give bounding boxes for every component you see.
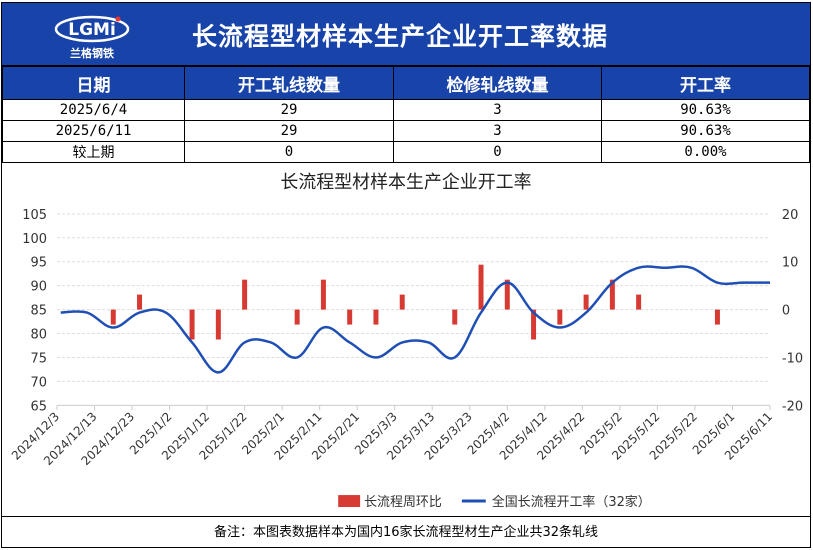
- bar: [504, 279, 510, 310]
- table-cell: 2025/6/11: [2, 120, 185, 142]
- table-cell: 29: [184, 120, 394, 142]
- bar: [242, 279, 248, 310]
- y-left-tick-label: 90: [31, 280, 47, 295]
- bar: [557, 309, 563, 325]
- bar: [189, 309, 195, 340]
- bar: [215, 309, 221, 340]
- column-header: 开工轧线数量: [184, 66, 394, 100]
- chart: 长流程型材样本生产企业开工率 65707580859095100105-20-1…: [2, 162, 810, 510]
- table-cell: 29: [184, 99, 394, 121]
- y-right-tick-label: -10: [782, 351, 803, 366]
- table-cell: 0: [184, 141, 394, 163]
- y-right-tick-label: 0: [782, 304, 790, 319]
- lgmi-logo: LGMi 兰格钢铁: [54, 15, 130, 60]
- column-header: 日期: [2, 66, 185, 100]
- legend-line-label: 全国长流程开工率（32家）: [492, 494, 651, 510]
- table-cell: 90.63%: [601, 99, 810, 121]
- y-left-tick-label: 100: [22, 232, 47, 247]
- svg-text:兰格钢铁: 兰格钢铁: [70, 46, 114, 60]
- table-cell: 2025/6/4: [2, 99, 185, 121]
- legend-bar-swatch: [338, 495, 361, 508]
- table-row: 2025/6/11 29 3 90.63%: [2, 120, 810, 142]
- table-cell: 0: [393, 141, 602, 163]
- column-header: 开工率: [601, 66, 810, 100]
- table-cell: 90.63%: [601, 120, 810, 142]
- y-left-tick-label: 65: [31, 399, 47, 414]
- y-right-tick-label: 20: [782, 208, 798, 223]
- y-left-tick-label: 80: [31, 328, 47, 343]
- table-cell: 3: [393, 120, 602, 142]
- legend-bar-label: 长流程周环比: [364, 495, 442, 510]
- bar: [583, 294, 589, 310]
- y-left-tick-label: 105: [22, 208, 47, 223]
- y-left-tick-label: 70: [31, 375, 47, 390]
- y-right-tick-label: 10: [782, 256, 798, 271]
- bar: [373, 309, 379, 325]
- rate-line: [60, 265, 770, 374]
- y-left-tick-label: 85: [31, 304, 47, 319]
- bar: [347, 309, 353, 325]
- bar: [531, 309, 537, 340]
- table-row: 较上期 0 0 0.00%: [2, 141, 810, 163]
- table-cell: 3: [393, 99, 602, 121]
- column-header: 检修轧线数量: [393, 66, 602, 100]
- table-header-row: 日期 开工轧线数量 检修轧线数量 开工率: [2, 66, 810, 100]
- legend: 长流程周环比 全国长流程开工率（32家）: [338, 494, 651, 510]
- page-title: 长流程型材样本生产企业开工率数据: [192, 22, 609, 51]
- summary-table: 日期 开工轧线数量 检修轧线数量 开工率 2025/6/4 29 3 90.63% 2…: [2, 66, 810, 163]
- y-left-tick-label: 95: [31, 256, 47, 271]
- svg-text:LGMi: LGMi: [68, 20, 116, 40]
- bar: [478, 264, 484, 310]
- footnote: 备注：本图表数据样本为国内16家长流程型材生产企业共32条轧线: [2, 516, 810, 548]
- y-left-tick-label: 75: [31, 351, 47, 366]
- bar: [609, 279, 615, 310]
- bar: [320, 279, 326, 310]
- bar: [137, 294, 143, 310]
- y-right-tick-label: -20: [782, 399, 803, 414]
- bar: [714, 309, 720, 325]
- table-cell: 较上期: [2, 141, 185, 163]
- bar: [452, 309, 458, 325]
- bar: [110, 309, 116, 325]
- table-cell: 0.00%: [601, 141, 810, 163]
- bar: [399, 294, 405, 310]
- chart-title: 长流程型材样本生产企业开工率: [280, 172, 531, 193]
- bar: [636, 294, 642, 310]
- bar: [294, 309, 300, 325]
- table-row: 2025/6/4 29 3 90.63%: [2, 99, 810, 121]
- report-header: LGMi 兰格钢铁 长流程型材样本生产企业开工率数据: [2, 3, 810, 66]
